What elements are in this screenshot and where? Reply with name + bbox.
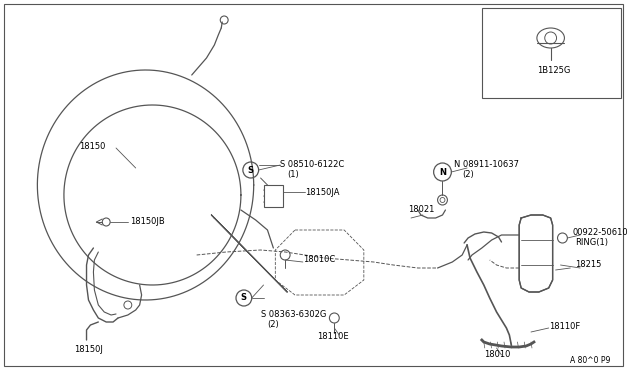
Text: 18110F: 18110F (548, 322, 580, 331)
Text: 18150JA: 18150JA (305, 188, 339, 197)
Text: N: N (439, 167, 446, 176)
Text: RING(1): RING(1) (575, 238, 608, 247)
Text: 18110E: 18110E (317, 332, 348, 341)
Text: 18021: 18021 (408, 205, 435, 214)
Bar (264, 185, 283, 207)
Text: 18215: 18215 (575, 260, 602, 269)
Text: (2): (2) (268, 320, 279, 329)
Text: S: S (248, 166, 253, 174)
Text: S: S (241, 294, 247, 302)
Text: S 08510-6122C: S 08510-6122C (280, 160, 344, 169)
Text: 00922-50610: 00922-50610 (572, 228, 628, 237)
Text: 18010: 18010 (484, 350, 510, 359)
Text: 18150JB: 18150JB (130, 217, 164, 226)
Text: N 08911-10637: N 08911-10637 (454, 160, 519, 169)
Text: S 08363-6302G: S 08363-6302G (260, 310, 326, 319)
Text: (1): (1) (287, 170, 299, 179)
Text: 18010C: 18010C (303, 255, 335, 264)
Text: 1B125G: 1B125G (537, 66, 570, 75)
Text: 18150: 18150 (79, 142, 105, 151)
Text: 18150J: 18150J (74, 345, 102, 354)
Text: (2): (2) (462, 170, 474, 179)
Text: A 80^0 P9: A 80^0 P9 (570, 356, 611, 365)
Bar (482, 8, 621, 98)
